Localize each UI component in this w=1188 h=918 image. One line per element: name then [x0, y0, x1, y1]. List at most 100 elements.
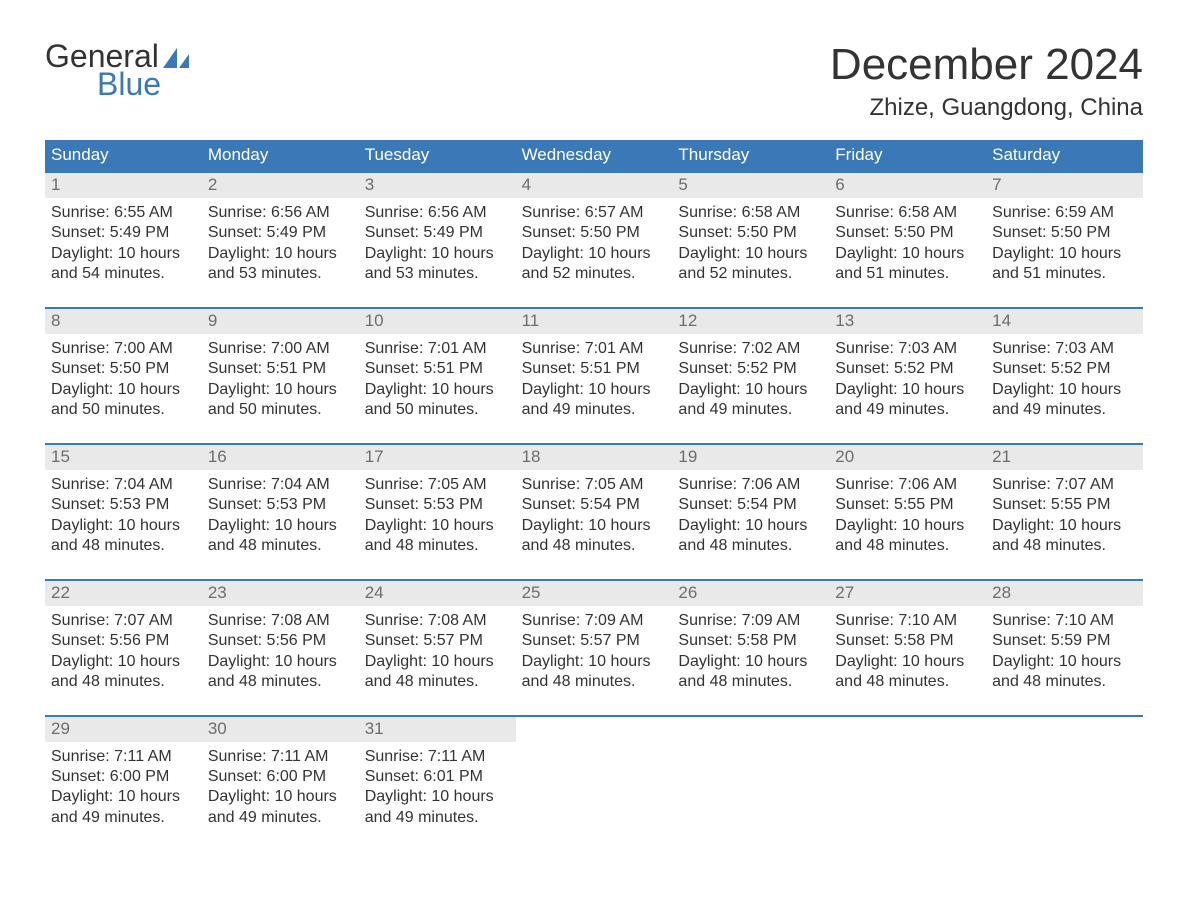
day-sunrise: Sunrise: 7:07 AM	[51, 611, 196, 631]
day-number: 2	[208, 175, 217, 194]
day-body: Sunrise: 7:11 AMSunset: 6:00 PMDaylight:…	[45, 742, 202, 829]
day-d2: and 52 minutes.	[522, 264, 667, 284]
day-sunset: Sunset: 5:53 PM	[208, 495, 353, 515]
day-number: 5	[678, 175, 687, 194]
day-d1: Daylight: 10 hours	[522, 380, 667, 400]
day-cell: 7Sunrise: 6:59 AMSunset: 5:50 PMDaylight…	[986, 173, 1143, 285]
day-num-strip	[516, 717, 673, 742]
day-sunset: Sunset: 5:49 PM	[208, 223, 353, 243]
day-sunrise: Sunrise: 7:11 AM	[208, 747, 353, 767]
day-sunrise: Sunrise: 7:09 AM	[678, 611, 823, 631]
day-body: Sunrise: 7:00 AMSunset: 5:51 PMDaylight:…	[202, 334, 359, 421]
day-d1: Daylight: 10 hours	[678, 652, 823, 672]
day-number	[678, 719, 683, 738]
day-number: 28	[992, 583, 1011, 602]
dow-cell: Wednesday	[516, 140, 673, 171]
day-num-strip: 14	[986, 309, 1143, 334]
week-row: 15Sunrise: 7:04 AMSunset: 5:53 PMDayligh…	[45, 443, 1143, 557]
day-sunset: Sunset: 6:00 PM	[208, 767, 353, 787]
day-body: Sunrise: 7:08 AMSunset: 5:57 PMDaylight:…	[359, 606, 516, 693]
day-cell: 17Sunrise: 7:05 AMSunset: 5:53 PMDayligh…	[359, 445, 516, 557]
calendar: SundayMondayTuesdayWednesdayThursdayFrid…	[45, 140, 1143, 828]
day-num-strip: 23	[202, 581, 359, 606]
day-d2: and 51 minutes.	[992, 264, 1137, 284]
day-sunset: Sunset: 6:00 PM	[51, 767, 196, 787]
day-number: 8	[51, 311, 60, 330]
dow-cell: Monday	[202, 140, 359, 171]
day-sunset: Sunset: 5:49 PM	[51, 223, 196, 243]
day-body: Sunrise: 7:01 AMSunset: 5:51 PMDaylight:…	[359, 334, 516, 421]
dow-cell: Tuesday	[359, 140, 516, 171]
day-d1: Daylight: 10 hours	[678, 516, 823, 536]
day-number: 9	[208, 311, 217, 330]
dow-cell: Saturday	[986, 140, 1143, 171]
day-cell	[829, 717, 986, 829]
day-d1: Daylight: 10 hours	[992, 380, 1137, 400]
day-d2: and 48 minutes.	[678, 536, 823, 556]
day-d2: and 48 minutes.	[678, 672, 823, 692]
week-row: 29Sunrise: 7:11 AMSunset: 6:00 PMDayligh…	[45, 715, 1143, 829]
day-sunset: Sunset: 5:51 PM	[365, 359, 510, 379]
day-body: Sunrise: 6:56 AMSunset: 5:49 PMDaylight:…	[202, 198, 359, 285]
day-num-strip: 7	[986, 173, 1143, 198]
day-d2: and 49 minutes.	[365, 808, 510, 828]
day-d2: and 48 minutes.	[835, 672, 980, 692]
day-number: 3	[365, 175, 374, 194]
day-cell: 9 Sunrise: 7:00 AMSunset: 5:51 PMDaylight…	[202, 309, 359, 421]
day-d2: and 48 minutes.	[365, 536, 510, 556]
day-num-strip: 29	[45, 717, 202, 742]
day-body: Sunrise: 6:58 AMSunset: 5:50 PMDaylight:…	[829, 198, 986, 285]
day-cell: 20Sunrise: 7:06 AMSunset: 5:55 PMDayligh…	[829, 445, 986, 557]
day-num-strip: 13	[829, 309, 986, 334]
day-number	[992, 719, 997, 738]
day-num-strip	[829, 717, 986, 742]
day-cell	[516, 717, 673, 829]
day-sunrise: Sunrise: 7:07 AM	[992, 475, 1137, 495]
day-cell: 28Sunrise: 7:10 AMSunset: 5:59 PMDayligh…	[986, 581, 1143, 693]
day-cell: 14Sunrise: 7:03 AMSunset: 5:52 PMDayligh…	[986, 309, 1143, 421]
day-num-strip: 31	[359, 717, 516, 742]
day-d1: Daylight: 10 hours	[51, 787, 196, 807]
day-cell: 3Sunrise: 6:56 AMSunset: 5:49 PMDaylight…	[359, 173, 516, 285]
dow-cell: Sunday	[45, 140, 202, 171]
day-number: 25	[522, 583, 541, 602]
day-sunset: Sunset: 5:53 PM	[51, 495, 196, 515]
day-d1: Daylight: 10 hours	[835, 516, 980, 536]
day-cell: 18Sunrise: 7:05 AMSunset: 5:54 PMDayligh…	[516, 445, 673, 557]
day-sunset: Sunset: 5:56 PM	[51, 631, 196, 651]
day-sunset: Sunset: 5:57 PM	[522, 631, 667, 651]
day-num-strip: 2	[202, 173, 359, 198]
day-num-strip	[672, 717, 829, 742]
day-body: Sunrise: 7:10 AMSunset: 5:58 PMDaylight:…	[829, 606, 986, 693]
day-d2: and 54 minutes.	[51, 264, 196, 284]
day-d1: Daylight: 10 hours	[365, 380, 510, 400]
dow-cell: Thursday	[672, 140, 829, 171]
day-d1: Daylight: 10 hours	[522, 244, 667, 264]
day-d1: Daylight: 10 hours	[51, 244, 196, 264]
day-d1: Daylight: 10 hours	[522, 516, 667, 536]
day-sunrise: Sunrise: 7:00 AM	[208, 339, 353, 359]
day-number: 20	[835, 447, 854, 466]
day-d1: Daylight: 10 hours	[365, 652, 510, 672]
day-cell: 26Sunrise: 7:09 AMSunset: 5:58 PMDayligh…	[672, 581, 829, 693]
day-d2: and 49 minutes.	[835, 400, 980, 420]
day-number: 17	[365, 447, 384, 466]
day-number: 21	[992, 447, 1011, 466]
day-number: 18	[522, 447, 541, 466]
day-sunset: Sunset: 5:49 PM	[365, 223, 510, 243]
day-body: Sunrise: 7:07 AMSunset: 5:55 PMDaylight:…	[986, 470, 1143, 557]
day-num-strip: 21	[986, 445, 1143, 470]
day-d2: and 48 minutes.	[522, 536, 667, 556]
day-cell: 13Sunrise: 7:03 AMSunset: 5:52 PMDayligh…	[829, 309, 986, 421]
day-num-strip: 4	[516, 173, 673, 198]
month-title: December 2024	[830, 40, 1143, 90]
day-number: 13	[835, 311, 854, 330]
day-sunrise: Sunrise: 6:56 AM	[365, 203, 510, 223]
day-sunrise: Sunrise: 6:55 AM	[51, 203, 196, 223]
day-cell: 19Sunrise: 7:06 AMSunset: 5:54 PMDayligh…	[672, 445, 829, 557]
day-cell: 2 Sunrise: 6:56 AMSunset: 5:49 PMDaylight…	[202, 173, 359, 285]
day-num-strip: 17	[359, 445, 516, 470]
day-body: Sunrise: 6:57 AMSunset: 5:50 PMDaylight:…	[516, 198, 673, 285]
day-sunrise: Sunrise: 7:01 AM	[522, 339, 667, 359]
dow-cell: Friday	[829, 140, 986, 171]
